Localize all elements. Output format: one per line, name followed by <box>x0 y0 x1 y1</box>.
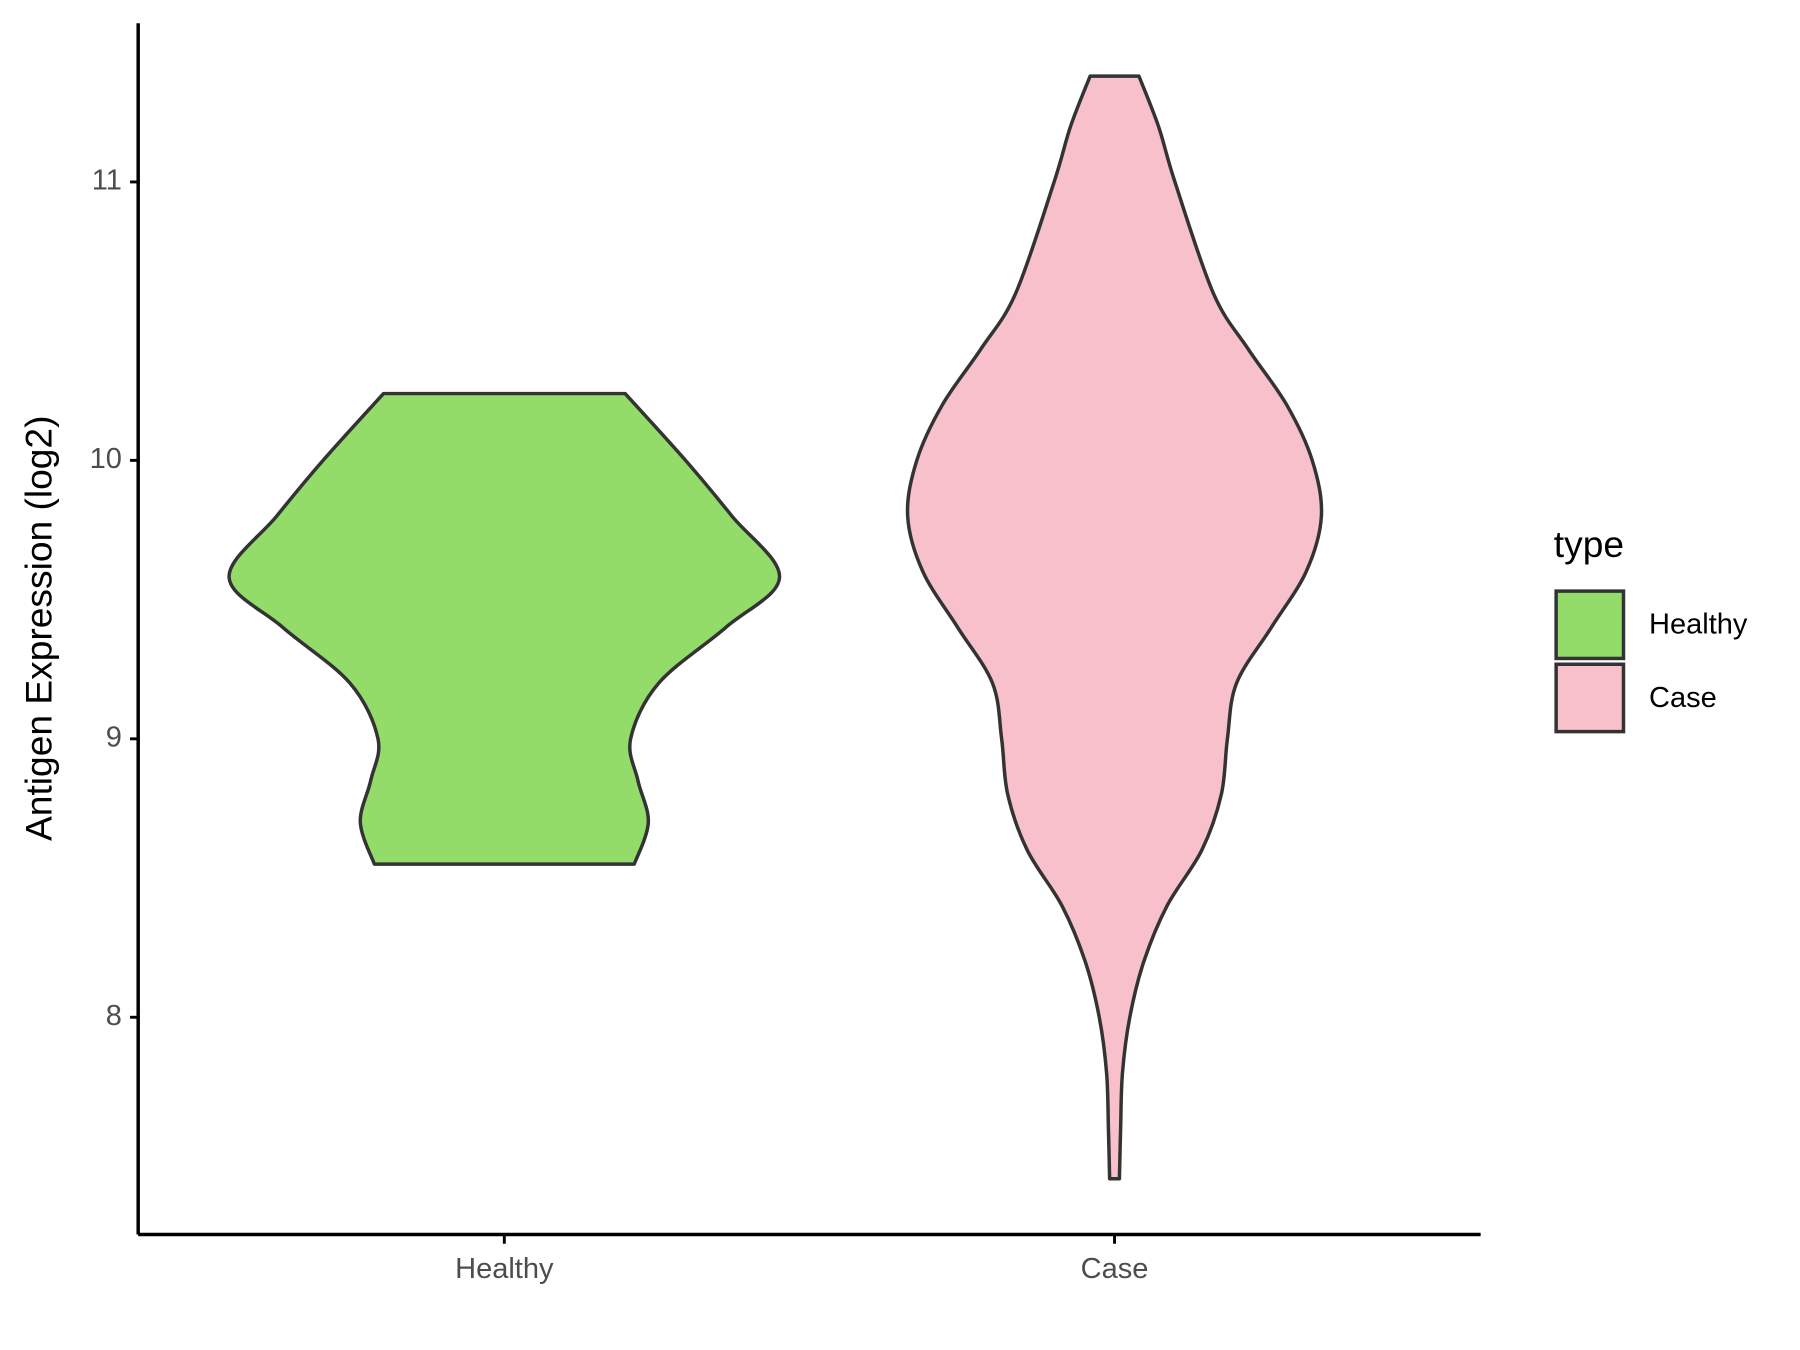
legend-title: type <box>1554 523 1624 565</box>
violin <box>227 391 782 866</box>
y-tick-label: 8 <box>106 1000 122 1032</box>
legend-label: Healthy <box>1649 609 1748 641</box>
x-tick-label: Healthy <box>455 1253 554 1285</box>
x-tick-label: Case <box>1081 1253 1149 1285</box>
y-tick-label: 9 <box>106 721 122 753</box>
y-axis-label: Antigen Expression (log2) <box>18 416 60 841</box>
legend-swatch <box>1554 662 1626 734</box>
legend-label: Case <box>1649 682 1717 714</box>
violin <box>905 74 1324 1181</box>
legend-swatch <box>1554 589 1626 661</box>
y-tick-label: 10 <box>90 443 122 475</box>
y-tick-label: 11 <box>92 165 122 197</box>
